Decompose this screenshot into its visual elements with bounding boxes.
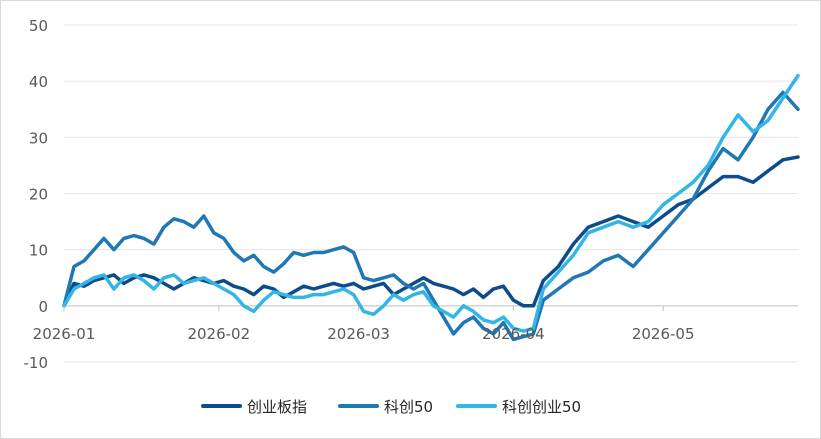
legend-item: 科创创业50: [456, 398, 581, 416]
x-axis-ticks: 2026-01 2026-02 2026-03 2026-04 2026-05: [33, 305, 695, 343]
y-tick-label: -10: [24, 354, 49, 372]
legend-item: 创业板指: [201, 398, 307, 416]
legend-item: 科创50: [338, 398, 433, 416]
series-lines: [62, 73, 800, 342]
y-tick-label: 20: [29, 186, 48, 204]
y-tick-label: 10: [29, 242, 48, 260]
x-tick-label: 2026-04: [482, 325, 545, 343]
legend-label: 科创创业50: [502, 398, 581, 416]
series-line-2: [62, 90, 800, 342]
legend-label: 创业板指: [247, 398, 307, 416]
legend: 创业板指 科创50 科创创业50: [201, 398, 581, 416]
y-tick-label: 30: [29, 129, 48, 147]
x-tick-label: 2026-03: [327, 325, 390, 343]
gridlines: [64, 24, 798, 363]
y-tick-label: 40: [29, 73, 48, 91]
x-tick-label: 2026-01: [33, 325, 96, 343]
x-tick-label: 2026-05: [632, 325, 695, 343]
series-line-1: [62, 155, 800, 308]
series-line-3: [62, 73, 800, 333]
y-axis-ticks: 50 40 30 20 10 0 -10: [24, 17, 49, 372]
x-tick-label: 2026-02: [187, 325, 250, 343]
y-tick-label: 0: [38, 298, 48, 316]
legend-label: 科创50: [384, 398, 433, 416]
y-tick-label: 50: [29, 17, 48, 35]
